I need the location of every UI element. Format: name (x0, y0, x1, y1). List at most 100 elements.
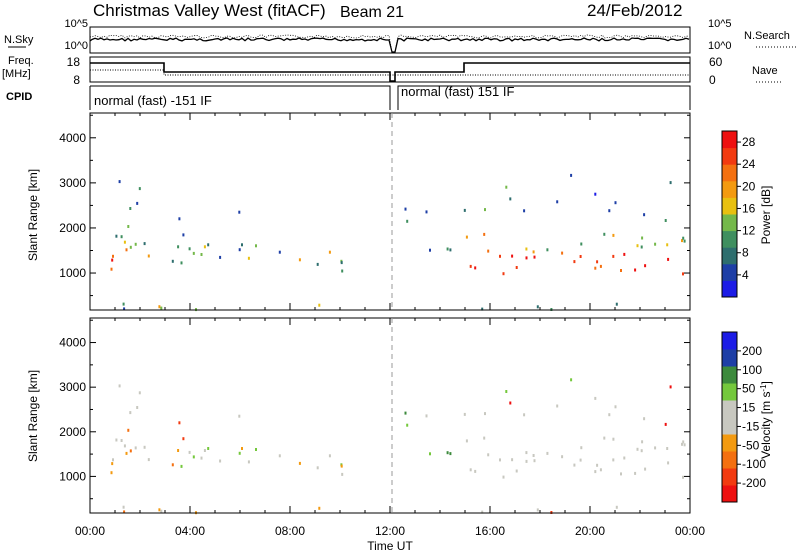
power-pixel (318, 303, 321, 307)
power-pixel (298, 258, 301, 262)
colorbar-tick-label: -15 (742, 419, 760, 433)
nsearch-label: N.Search (744, 30, 790, 42)
power-pixel (120, 235, 123, 239)
date-title: 24/Feb/2012 (587, 1, 682, 20)
velocity-pixel (207, 447, 210, 450)
power-pixel (136, 201, 139, 205)
velocity-pixel (681, 442, 683, 446)
velocity-pixel (200, 456, 203, 460)
power-pixel (328, 250, 331, 254)
velocity-pixel (129, 411, 132, 415)
power-ytick-label: 3000 (59, 176, 86, 190)
power-pixel (546, 248, 549, 252)
power-pixel (682, 236, 685, 240)
power-pixel (536, 305, 539, 309)
power-pixel (123, 307, 126, 311)
power-pixel (484, 208, 486, 212)
power-ytick-label: 4000 (59, 131, 86, 145)
power-pixel (644, 264, 647, 268)
velocity-pixel (341, 472, 344, 476)
velocity-pixel (596, 463, 599, 467)
colorbar-tick-label: -50 (742, 438, 760, 452)
velocity-pixel (561, 455, 564, 459)
power-pixel (505, 185, 508, 189)
power-pixel (219, 255, 222, 259)
power-pixel (404, 207, 407, 211)
power-pixel (594, 266, 597, 270)
x-tick-label: 00:00 (675, 524, 705, 538)
power-pixel (570, 173, 573, 177)
power-pixel (683, 239, 686, 243)
velocity-ytick-label: 4000 (59, 336, 86, 350)
x-tick-label: 00:00 (75, 524, 105, 538)
power-pixel (515, 266, 518, 269)
velocity-pixel (533, 459, 536, 463)
power-pixel (573, 260, 576, 264)
power-pixel (623, 252, 626, 256)
x-tick-label: 04:00 (175, 524, 205, 538)
colorbar-tick-label: 28 (742, 135, 756, 149)
power-pixel (425, 210, 428, 214)
velocity-pixel (178, 421, 181, 425)
velocity-pixel (318, 506, 321, 510)
velocity-pixel (255, 448, 257, 451)
velocity-pixel (682, 475, 684, 479)
power-pixel (612, 233, 615, 237)
power-colorbar-cell (722, 280, 737, 298)
nsearch-tick-top: 10^5 (708, 18, 732, 30)
nave-label: Nave (752, 65, 778, 77)
power-pixel (180, 261, 183, 265)
power-colorbar-cell (722, 180, 737, 198)
power-pixel (112, 254, 114, 258)
velocity-x-ticks: 00:00 04:00 08:00 12:00 16:00 20:00 00:00 (75, 318, 705, 538)
power-pixel (340, 261, 343, 265)
x-tick-label: 20:00 (575, 524, 605, 538)
velocity-pixel (120, 439, 123, 442)
power-pixel (474, 266, 477, 270)
velocity-pixel (180, 464, 183, 468)
power-pixel (523, 209, 526, 213)
velocity-colorbar-cell (722, 400, 737, 418)
power-ytick-label: 1000 (59, 266, 86, 280)
velocity-ytick-label: 3000 (59, 380, 86, 394)
power-pixel (143, 242, 146, 246)
velocity-pixel (182, 437, 185, 441)
power-pixel (533, 255, 536, 259)
velocity-pixel (219, 459, 222, 463)
cpid-panel: CPID normal (fast) -151 IF normal (fast)… (6, 84, 691, 110)
velocity-pixel (463, 412, 466, 416)
freq-label: Freq. (8, 55, 34, 67)
power-pixel (499, 254, 501, 258)
power-pixel (669, 181, 672, 185)
velocity-pixel (192, 455, 195, 459)
power-pixel (640, 245, 643, 249)
power-pixel (664, 219, 667, 222)
velocity-pixel (664, 422, 667, 426)
velocity-pixel (160, 509, 163, 513)
cpid-left: normal (fast) -151 IF (94, 93, 212, 108)
power-pixel (481, 307, 484, 311)
velocity-colorbar-cell (722, 468, 737, 486)
velocity-pixel (238, 451, 241, 455)
velocity-pixel (603, 436, 606, 440)
nave-tick-bottom: 0 (709, 73, 716, 87)
power-pixel (532, 250, 535, 254)
velocity-pixel (499, 458, 501, 462)
velocity-pixel (608, 413, 611, 417)
velocity-xlabel: Time UT (367, 539, 413, 553)
power-pixel (123, 240, 126, 244)
velocity-pixel (247, 460, 250, 464)
power-pixel (594, 192, 597, 196)
velocity-colorbar-cell (722, 383, 737, 401)
power-pixel (129, 207, 132, 210)
power-pixel (463, 208, 466, 212)
velocity-pixel (127, 428, 130, 432)
cpid-label: CPID (6, 91, 32, 103)
power-pixel (247, 256, 250, 260)
nsky-label: N.Sky (4, 34, 34, 46)
power-pixel (465, 235, 468, 239)
power-colorbar-cell (722, 214, 737, 232)
colorbar-tick-label: 15 (742, 401, 756, 415)
nave-tick-top: 60 (709, 55, 723, 69)
velocity-pixel (641, 440, 644, 444)
